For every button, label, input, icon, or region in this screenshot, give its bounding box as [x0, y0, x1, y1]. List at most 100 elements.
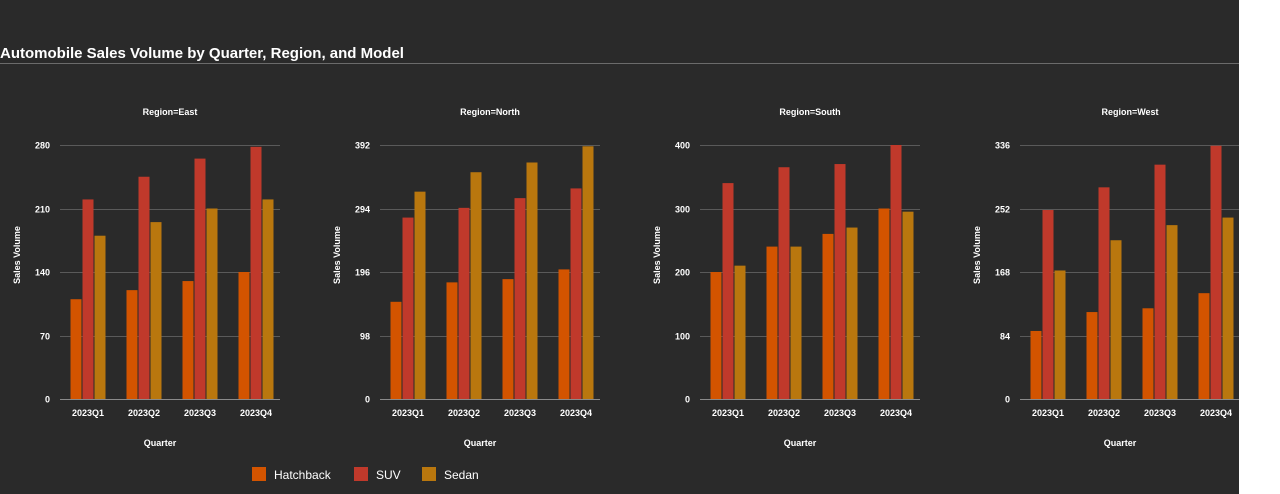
bar-hatchback[interactable]	[710, 272, 722, 399]
bar-hatchback[interactable]	[390, 301, 402, 399]
bar-suv[interactable]	[138, 176, 150, 399]
bar-suv[interactable]	[570, 188, 582, 399]
bar-hatchback[interactable]	[822, 233, 834, 399]
bar-sedan[interactable]	[846, 227, 858, 399]
bar-sedan[interactable]	[470, 172, 482, 399]
facet-panel: Region=South 0 100 200 300 400 2023Q1 2023Q2 202…	[652, 107, 920, 448]
y-tick-label: 168	[995, 268, 1010, 278]
x-tick-label: 2023Q1	[72, 408, 104, 418]
y-tick-label: 336	[995, 141, 1010, 151]
bar-sedan[interactable]	[1222, 217, 1234, 399]
bar-suv[interactable]	[778, 167, 790, 399]
bar-sedan[interactable]	[94, 235, 106, 399]
y-tick-label: 300	[675, 205, 690, 215]
y-tick-label: 252	[995, 205, 1010, 215]
bar-hatchback[interactable]	[126, 290, 138, 399]
x-tick-label: 2023Q2	[128, 408, 160, 418]
y-tick-label: 400	[675, 141, 690, 151]
bar-hatchback[interactable]	[1198, 293, 1210, 399]
legend-swatch	[422, 467, 436, 481]
x-tick-label: 2023Q3	[504, 408, 536, 418]
bar-sedan[interactable]	[150, 222, 162, 399]
facet-label: Region=North	[460, 107, 520, 117]
y-tick-label: 294	[355, 205, 370, 215]
chart-container: Automobile Sales Volume by Quarter, Regi…	[0, 0, 1239, 494]
bar-suv[interactable]	[194, 158, 206, 399]
bar-sedan[interactable]	[790, 246, 802, 399]
y-axis-title: Sales Volume	[652, 226, 662, 284]
x-axis-title: Quarter	[464, 438, 497, 448]
x-tick-label: 2023Q4	[880, 408, 912, 418]
y-tick-label: 280	[35, 141, 50, 151]
bar-suv[interactable]	[890, 145, 902, 399]
x-axis-title: Quarter	[784, 438, 817, 448]
legend-item-hatchback[interactable]: Hatchback	[252, 467, 332, 482]
bar-sedan[interactable]	[526, 162, 538, 399]
y-tick-label: 0	[45, 395, 50, 405]
x-axis-title: Quarter	[1104, 438, 1137, 448]
y-tick-label: 100	[675, 332, 690, 342]
bar-sedan[interactable]	[902, 211, 914, 399]
bar-sedan[interactable]	[582, 146, 594, 399]
bar-hatchback[interactable]	[558, 269, 570, 399]
bar-hatchback[interactable]	[182, 281, 194, 399]
x-tick-label: 2023Q1	[392, 408, 424, 418]
bar-hatchback[interactable]	[878, 208, 890, 400]
legend-label: Sedan	[444, 468, 479, 482]
bar-suv[interactable]	[1042, 210, 1054, 399]
y-tick-label: 98	[360, 332, 370, 342]
bar-sedan[interactable]	[1110, 240, 1122, 399]
bar-suv[interactable]	[1154, 164, 1166, 399]
legend: Hatchback SUV Sedan	[252, 467, 479, 482]
bar-sedan[interactable]	[206, 208, 218, 400]
y-tick-label: 140	[35, 268, 50, 278]
bar-suv[interactable]	[1210, 145, 1222, 399]
bar-suv[interactable]	[1098, 187, 1110, 399]
y-tick-label: 70	[40, 332, 50, 342]
bar-sedan[interactable]	[1166, 225, 1178, 399]
y-tick-label: 200	[675, 268, 690, 278]
bar-suv[interactable]	[834, 164, 846, 399]
bar-suv[interactable]	[722, 183, 734, 399]
legend-label: SUV	[376, 468, 401, 482]
bar-hatchback[interactable]	[1142, 308, 1154, 399]
y-tick-label: 84	[1000, 332, 1010, 342]
x-tick-label: 2023Q1	[1032, 408, 1064, 418]
legend-swatch	[252, 467, 266, 481]
legend-item-sedan[interactable]: Sedan	[422, 467, 479, 482]
bar-hatchback[interactable]	[238, 272, 250, 399]
y-tick-label: 0	[685, 395, 690, 405]
bar-hatchback[interactable]	[446, 282, 458, 399]
bar-suv[interactable]	[458, 207, 470, 399]
x-tick-label: 2023Q2	[768, 408, 800, 418]
x-tick-label: 2023Q2	[448, 408, 480, 418]
facet-panel: Region=North 0 98 196 294 392 2023Q1 2023Q2 2023…	[332, 107, 600, 448]
bar-suv[interactable]	[250, 146, 262, 399]
bar-hatchback[interactable]	[1086, 312, 1098, 399]
bar-hatchback[interactable]	[70, 299, 82, 399]
x-tick-label: 2023Q3	[824, 408, 856, 418]
bar-sedan[interactable]	[262, 199, 274, 399]
bar-suv[interactable]	[402, 217, 414, 399]
x-tick-label: 2023Q1	[712, 408, 744, 418]
bar-hatchback[interactable]	[502, 279, 514, 399]
bar-sedan[interactable]	[1054, 270, 1066, 399]
x-tick-label: 2023Q3	[184, 408, 216, 418]
bar-sedan[interactable]	[734, 265, 746, 399]
y-tick-label: 0	[1005, 395, 1010, 405]
chart-title: Automobile Sales Volume by Quarter, Regi…	[0, 45, 404, 62]
legend-label: Hatchback	[274, 468, 332, 482]
bar-suv[interactable]	[514, 198, 526, 399]
bar-suv[interactable]	[82, 199, 94, 399]
faceted-bar-chart: Automobile Sales Volume by Quarter, Regi…	[0, 45, 1239, 482]
bar-hatchback[interactable]	[1030, 330, 1042, 399]
y-axis-title: Sales Volume	[332, 226, 342, 284]
bar-hatchback[interactable]	[766, 246, 778, 399]
y-tick-label: 392	[355, 141, 370, 151]
facet-panels: Region=East 0 70 140 210 280 2023Q1 2023Q2 2023Q…	[12, 107, 1239, 448]
facet-label: Region=South	[779, 107, 840, 117]
x-tick-label: 2023Q4	[560, 408, 592, 418]
bar-sedan[interactable]	[414, 191, 426, 399]
legend-item-suv[interactable]: SUV	[354, 467, 401, 482]
x-axis-title: Quarter	[144, 438, 177, 448]
